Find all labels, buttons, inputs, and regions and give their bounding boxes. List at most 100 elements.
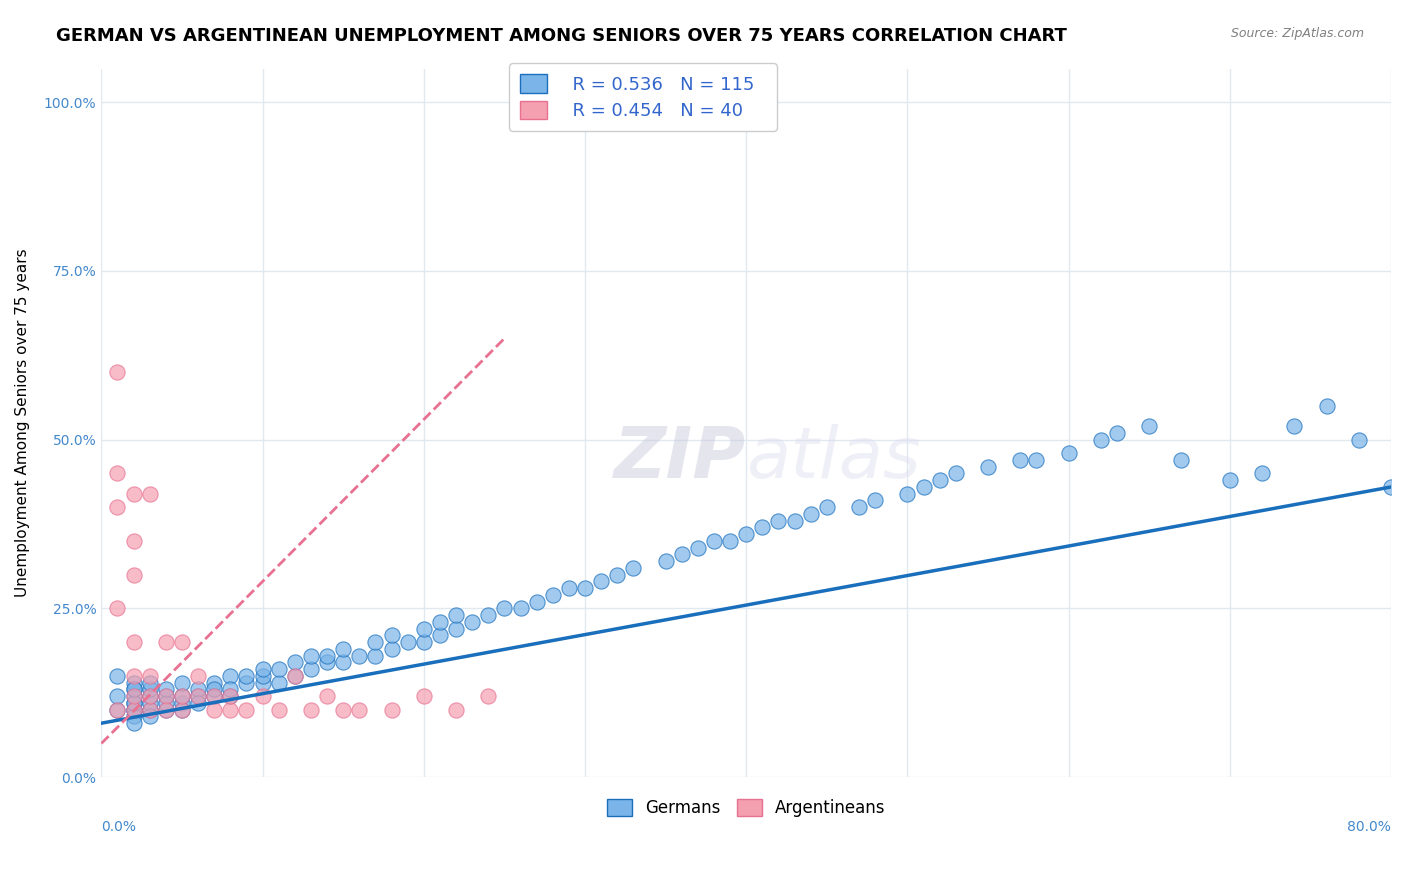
- Point: [863, 493, 886, 508]
- Point: [284, 669, 307, 683]
- Point: [1315, 399, 1337, 413]
- Point: [1010, 453, 1032, 467]
- Point: [558, 581, 581, 595]
- Point: [122, 682, 145, 697]
- Point: [316, 648, 339, 663]
- Point: [122, 703, 145, 717]
- Point: [380, 703, 402, 717]
- Point: [349, 703, 371, 717]
- Point: [170, 635, 193, 649]
- Point: [187, 682, 209, 697]
- Point: [107, 689, 129, 703]
- Point: [170, 675, 193, 690]
- Legend: Germans, Argentineans: Germans, Argentineans: [598, 790, 894, 826]
- Point: [718, 533, 741, 548]
- Point: [155, 696, 177, 710]
- Point: [526, 595, 548, 609]
- Point: [107, 601, 129, 615]
- Point: [349, 648, 371, 663]
- Point: [187, 689, 209, 703]
- Point: [1090, 433, 1112, 447]
- Point: [252, 675, 274, 690]
- Point: [444, 608, 467, 623]
- Point: [138, 696, 160, 710]
- Point: [800, 507, 823, 521]
- Point: [138, 486, 160, 500]
- Point: [364, 635, 387, 649]
- Text: Source: ZipAtlas.com: Source: ZipAtlas.com: [1230, 27, 1364, 40]
- Point: [107, 703, 129, 717]
- Point: [444, 622, 467, 636]
- Point: [155, 703, 177, 717]
- Point: [671, 548, 693, 562]
- Point: [122, 669, 145, 683]
- Point: [155, 635, 177, 649]
- Point: [122, 486, 145, 500]
- Point: [1057, 446, 1080, 460]
- Point: [1284, 419, 1306, 434]
- Point: [444, 703, 467, 717]
- Point: [299, 648, 322, 663]
- Point: [122, 696, 145, 710]
- Point: [380, 642, 402, 657]
- Point: [686, 541, 709, 555]
- Point: [122, 709, 145, 723]
- Point: [848, 500, 870, 515]
- Point: [606, 567, 628, 582]
- Point: [170, 689, 193, 703]
- Point: [591, 574, 613, 589]
- Text: 0.0%: 0.0%: [101, 820, 136, 834]
- Point: [541, 588, 564, 602]
- Point: [170, 703, 193, 717]
- Point: [107, 467, 129, 481]
- Point: [138, 689, 160, 703]
- Point: [912, 480, 935, 494]
- Point: [332, 642, 354, 657]
- Point: [155, 682, 177, 697]
- Point: [235, 675, 257, 690]
- Point: [138, 709, 160, 723]
- Point: [364, 648, 387, 663]
- Point: [751, 520, 773, 534]
- Point: [122, 703, 145, 717]
- Point: [187, 689, 209, 703]
- Point: [815, 500, 838, 515]
- Point: [202, 689, 225, 703]
- Point: [735, 527, 758, 541]
- Point: [1170, 453, 1192, 467]
- Point: [1137, 419, 1160, 434]
- Point: [219, 689, 242, 703]
- Point: [219, 669, 242, 683]
- Point: [219, 703, 242, 717]
- Point: [107, 365, 129, 379]
- Point: [284, 656, 307, 670]
- Text: GERMAN VS ARGENTINEAN UNEMPLOYMENT AMONG SENIORS OVER 75 YEARS CORRELATION CHART: GERMAN VS ARGENTINEAN UNEMPLOYMENT AMONG…: [56, 27, 1067, 45]
- Point: [267, 662, 290, 676]
- Point: [1219, 473, 1241, 487]
- Point: [122, 689, 145, 703]
- Point: [122, 682, 145, 697]
- Point: [494, 601, 516, 615]
- Point: [768, 514, 790, 528]
- Point: [138, 682, 160, 697]
- Point: [122, 533, 145, 548]
- Point: [155, 689, 177, 703]
- Point: [654, 554, 676, 568]
- Point: [107, 669, 129, 683]
- Point: [107, 703, 129, 717]
- Point: [138, 689, 160, 703]
- Point: [202, 682, 225, 697]
- Point: [122, 716, 145, 731]
- Point: [477, 608, 499, 623]
- Point: [122, 696, 145, 710]
- Point: [299, 703, 322, 717]
- Point: [252, 669, 274, 683]
- Point: [107, 500, 129, 515]
- Point: [284, 669, 307, 683]
- Point: [122, 635, 145, 649]
- Point: [412, 689, 434, 703]
- Point: [138, 703, 160, 717]
- Y-axis label: Unemployment Among Seniors over 75 years: Unemployment Among Seniors over 75 years: [15, 249, 30, 597]
- Point: [703, 533, 725, 548]
- Point: [235, 669, 257, 683]
